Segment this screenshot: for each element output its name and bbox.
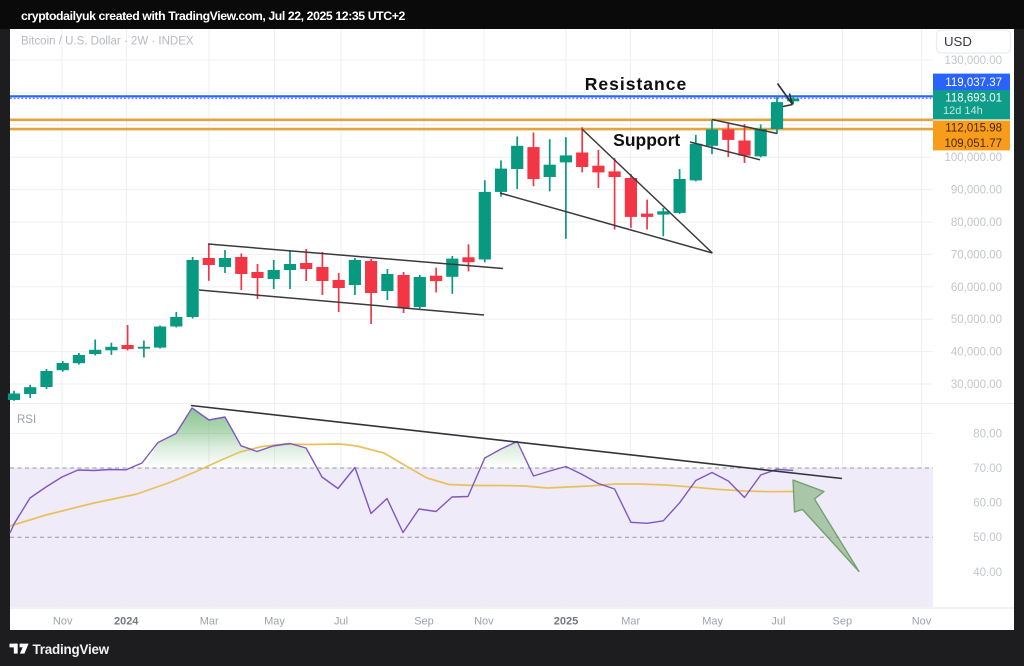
svg-text:cryptodailyuk created with Tra: cryptodailyuk created with TradingView.c… (21, 9, 405, 23)
svg-text:Support: Support (613, 130, 680, 150)
svg-text:70,000.00: 70,000.00 (951, 249, 1002, 261)
svg-text:Sep: Sep (833, 616, 853, 628)
svg-text:USD: USD (944, 34, 972, 49)
svg-text:Mar: Mar (621, 616, 640, 628)
svg-text:TradingView: TradingView (33, 642, 110, 657)
svg-text:130,000.00: 130,000.00 (944, 55, 1002, 67)
svg-text:RSI: RSI (17, 414, 36, 426)
svg-text:2024: 2024 (114, 616, 139, 628)
svg-text:100,000.00: 100,000.00 (944, 152, 1002, 164)
svg-text:Nov: Nov (53, 616, 73, 628)
svg-text:30,000.00: 30,000.00 (951, 379, 1002, 391)
svg-text:60,000.00: 60,000.00 (951, 282, 1002, 294)
svg-text:Bitcoin / U.S. Dollar · 2W · I: Bitcoin / U.S. Dollar · 2W · INDEX (21, 36, 194, 48)
svg-text:50.00: 50.00 (973, 532, 1002, 544)
svg-text:109,051.77: 109,051.77 (944, 138, 1002, 150)
svg-text:70.00: 70.00 (973, 463, 1002, 475)
svg-text:40.00: 40.00 (973, 567, 1002, 579)
svg-text:May: May (702, 616, 723, 628)
svg-text:40,000.00: 40,000.00 (951, 347, 1002, 359)
svg-text:119,037.37: 119,037.37 (945, 77, 1002, 89)
svg-text:Jul: Jul (771, 616, 785, 628)
svg-text:Sep: Sep (414, 616, 434, 628)
svg-text:Nov: Nov (474, 616, 494, 628)
svg-text:2025: 2025 (554, 616, 578, 628)
svg-text:90,000.00: 90,000.00 (951, 185, 1002, 197)
svg-text:112,015.98: 112,015.98 (945, 123, 1002, 135)
svg-text:Resistance: Resistance (585, 74, 687, 94)
svg-text:80,000.00: 80,000.00 (951, 217, 1002, 229)
svg-text:Mar: Mar (200, 616, 219, 628)
svg-text:Jul: Jul (334, 616, 348, 628)
svg-text:118,693.01: 118,693.01 (945, 92, 1002, 104)
svg-text:80.00: 80.00 (973, 428, 1002, 440)
svg-text:12d 14h: 12d 14h (943, 105, 983, 117)
svg-text:50,000.00: 50,000.00 (951, 314, 1002, 326)
svg-text:60.00: 60.00 (973, 498, 1002, 510)
svg-text:May: May (264, 616, 285, 628)
svg-text:Nov: Nov (912, 616, 932, 628)
